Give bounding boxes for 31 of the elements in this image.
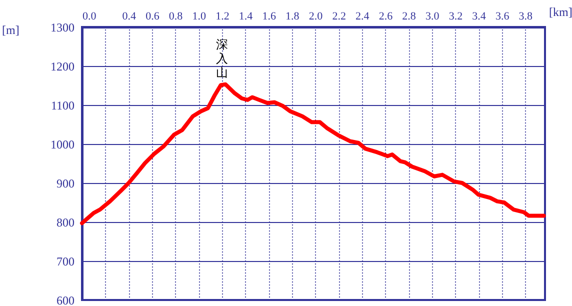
y-tick-label: 1000 [50,138,74,152]
x-tick-label: 2.2 [332,10,346,22]
x-tick-label: 1.2 [216,10,230,22]
x-tick-label: 3.0 [426,10,440,22]
x-tick-label: 3.8 [518,10,534,22]
x-tick-label: 1.6 [262,10,276,22]
y-tick-label: 700 [56,254,74,268]
x-tick-label: 2.0 [308,10,324,22]
x-tick-label: 0.0 [82,10,97,22]
x-tick-label: 3.4 [472,10,486,22]
line-series [80,82,546,226]
x-tick-label: 1.8 [286,10,300,22]
y-axis-title: [m] [2,23,20,37]
annotation: 深入山 [216,38,228,80]
x-tick-label: 3.6 [495,10,510,22]
y-tick-label: 1200 [50,60,74,74]
x-tick-label: 1.0 [192,10,206,22]
x-tick-label: 1.4 [238,10,254,22]
y-tick-label: 1300 [50,20,74,34]
y-tick-label: 600 [56,294,74,306]
y-tick-label: 800 [56,216,74,230]
x-tick-label: 2.4 [356,10,370,22]
y-tick-label: 1100 [50,98,74,112]
x-axis-title: [km] [549,5,572,19]
x-tick-label: 2.8 [402,10,416,22]
x-tick-label: 0.4 [122,10,137,22]
x-tick-label: 2.6 [378,10,394,22]
x-tick-label: 0.8 [168,10,184,22]
x-tick-label: 0.6 [146,10,160,22]
y-tick-label: 900 [56,176,74,190]
x-tick-label: 3.2 [448,10,463,22]
